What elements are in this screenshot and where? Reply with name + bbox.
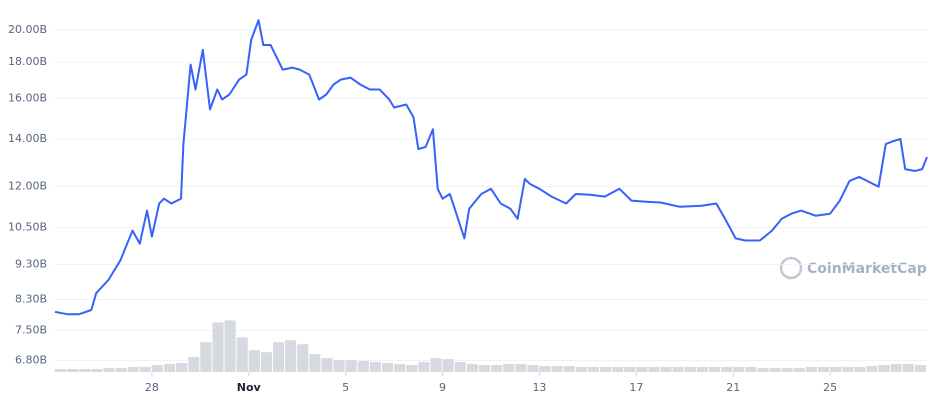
volume-bar — [696, 367, 708, 372]
watermark-text: CoinMarketCap — [807, 261, 927, 277]
y-tick-label: 8.30B — [15, 292, 47, 305]
volume-bar — [236, 337, 248, 372]
volume-bar — [188, 357, 200, 372]
volume-bar — [818, 367, 830, 372]
volume-bar — [79, 369, 91, 372]
y-tick-label: 20.00B — [8, 23, 47, 36]
volume-bar — [418, 362, 430, 372]
volume-bar — [406, 365, 418, 372]
x-tick-label: 13 — [532, 381, 546, 394]
volume-bar — [297, 344, 309, 372]
volume-bar — [684, 367, 696, 372]
volume-bar — [357, 361, 369, 372]
volume-bar — [563, 366, 575, 372]
volume-bar — [430, 358, 442, 372]
volume-bar — [176, 363, 188, 372]
volume-bar — [285, 340, 297, 372]
x-tick-label: 21 — [726, 381, 740, 394]
volume-bar — [260, 352, 272, 372]
volume-bar — [139, 367, 151, 372]
volume-bar — [757, 368, 769, 372]
x-tick-label: 28 — [145, 381, 159, 394]
volume-bar — [575, 367, 587, 372]
volume-bar — [224, 320, 236, 372]
volume-bar — [127, 367, 139, 372]
volume-bar — [914, 365, 926, 372]
volume-bar — [67, 369, 79, 372]
volume-bar — [55, 369, 67, 372]
volume-bar — [382, 363, 394, 372]
volume-bar — [369, 362, 381, 372]
volume-bar — [866, 366, 878, 372]
volume-bar — [200, 342, 212, 372]
y-tick-label: 14.00B — [8, 132, 47, 145]
volume-bar — [769, 368, 781, 372]
volume-bar — [612, 367, 624, 372]
volume-bar — [721, 367, 733, 372]
volume-bar — [551, 366, 563, 372]
volume-bar — [733, 367, 745, 372]
volume-bar — [672, 367, 684, 372]
volume-bar — [527, 365, 539, 372]
volume-bar — [539, 366, 551, 372]
x-tick-label: Nov — [237, 381, 262, 394]
volume-bar — [636, 367, 648, 372]
y-tick-label: 12.00B — [8, 179, 47, 192]
volume-bar — [442, 359, 454, 372]
volume-bar — [624, 367, 636, 372]
watermark-logo — [779, 256, 803, 280]
x-tick-label: 5 — [342, 381, 349, 394]
volume-bar — [805, 367, 817, 372]
volume-bar — [151, 365, 163, 372]
volume-bar — [273, 342, 285, 372]
volume-bars — [55, 320, 926, 372]
volume-bar — [212, 322, 224, 372]
volume-bar — [890, 364, 902, 372]
volume-bar — [321, 358, 333, 372]
volume-bar — [394, 364, 406, 372]
volume-bar — [491, 365, 503, 372]
volume-bar — [333, 360, 345, 372]
y-tick-label: 6.80B — [15, 354, 47, 367]
volume-bar — [248, 350, 260, 372]
x-tick-label: 25 — [823, 381, 837, 394]
volume-bar — [91, 369, 103, 372]
volume-bar — [309, 354, 321, 372]
volume-bar — [478, 365, 490, 372]
volume-bar — [709, 367, 721, 372]
grid — [55, 29, 927, 362]
y-tick-label: 16.00B — [8, 91, 47, 104]
volume-bar — [781, 368, 793, 372]
volume-bar — [600, 367, 612, 372]
volume-bar — [660, 367, 672, 372]
volume-bar — [466, 364, 478, 372]
x-tick-label: 17 — [629, 381, 643, 394]
price-line — [54, 19, 928, 316]
volume-bar — [745, 367, 757, 372]
volume-bar — [902, 364, 914, 372]
volume-bar — [648, 367, 660, 372]
volume-bar — [515, 364, 527, 372]
volume-bar — [164, 364, 176, 372]
x-tick-label: 9 — [439, 381, 446, 394]
volume-bar — [115, 368, 127, 372]
volume-bar — [345, 360, 357, 372]
volume-bar — [587, 367, 599, 372]
y-tick-label: 18.00B — [8, 55, 47, 68]
watermark: CoinMarketCap — [779, 256, 927, 280]
volume-bar — [454, 362, 466, 372]
volume-bar — [103, 368, 115, 372]
y-tick-label: 7.50B — [15, 323, 47, 336]
volume-bar — [830, 367, 842, 372]
volume-bar — [503, 364, 515, 372]
volume-bar — [854, 367, 866, 372]
volume-bar — [793, 368, 805, 372]
volume-bar — [842, 367, 854, 372]
y-tick-label: 10.50B — [8, 220, 47, 233]
volume-bar — [878, 365, 890, 372]
y-tick-label: 9.30B — [15, 258, 47, 271]
